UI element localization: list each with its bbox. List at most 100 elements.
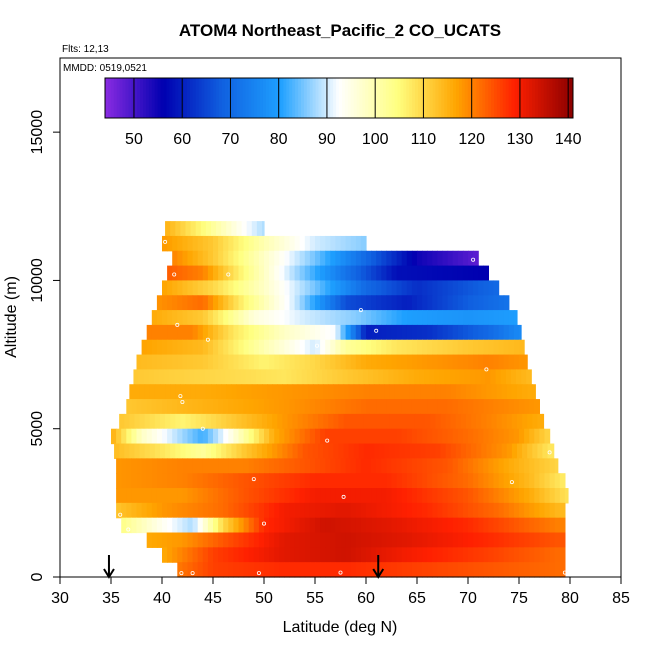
heatmap-cell <box>207 532 214 548</box>
heatmap-cell <box>371 280 377 296</box>
colorbar-swatch <box>213 78 217 118</box>
heatmap-cell <box>162 399 168 415</box>
heatmap-cell <box>129 413 136 430</box>
heatmap-cell <box>320 265 326 282</box>
heatmap-cell <box>508 354 515 370</box>
heatmap-cell <box>274 280 280 296</box>
heatmap-cell <box>432 354 438 370</box>
heatmap-cell <box>417 250 423 267</box>
heatmap-cell <box>136 473 143 489</box>
heatmap-cell <box>508 473 515 489</box>
colorbar: 50 60 70 80 90 100 110 120 130 140 <box>104 77 582 148</box>
heatmap-cell <box>202 310 209 326</box>
heatmap-cell <box>210 413 217 430</box>
heatmap-cell <box>394 413 401 430</box>
heatmap-cell <box>440 384 447 400</box>
heatmap-cell <box>457 532 464 548</box>
heatmap-cell <box>335 339 342 356</box>
heatmap-cell <box>554 532 561 548</box>
heatmap-cell <box>325 354 331 370</box>
heatmap-cell <box>197 295 204 311</box>
heatmap-cell <box>294 339 301 356</box>
heatmap-cell <box>325 532 331 548</box>
heatmap-cell <box>177 428 183 445</box>
heatmap-cell <box>294 547 301 563</box>
heatmap-cell <box>264 532 270 548</box>
heatmap-cell <box>386 354 393 370</box>
heatmap-cell <box>221 221 227 237</box>
heatmap-cell <box>373 369 379 385</box>
colorbar-tick-label: 130 <box>507 131 534 148</box>
heatmap-cell <box>187 324 194 341</box>
heatmap-cell <box>493 339 500 356</box>
y-tick-label: 15000 <box>29 110 46 155</box>
heatmap-cell <box>529 532 535 548</box>
heatmap-cell <box>498 473 505 489</box>
heatmap-cell <box>501 384 508 400</box>
heatmap-cell <box>315 399 321 415</box>
heatmap-cell <box>248 339 255 356</box>
heatmap-cell <box>146 339 153 356</box>
heatmap-cell <box>197 250 204 267</box>
heatmap-cell <box>248 502 255 519</box>
heatmap-cell <box>304 517 311 534</box>
heatmap-cell <box>401 354 408 370</box>
heatmap-cell <box>134 384 141 400</box>
heatmap-cell <box>187 265 194 282</box>
heatmap-cell <box>406 458 413 474</box>
heatmap-cell <box>386 458 393 474</box>
heatmap-cell <box>432 517 438 534</box>
heatmap-cell <box>340 532 347 548</box>
heatmap-cell <box>345 458 352 474</box>
heatmap-cell <box>345 280 352 296</box>
heatmap-cell <box>170 413 176 430</box>
colorbar-swatch <box>377 78 381 118</box>
heatmap-cell <box>442 473 449 489</box>
heatmap-cell <box>216 413 222 430</box>
heatmap-cell <box>238 532 245 548</box>
heatmap-cell <box>396 547 403 563</box>
heatmap-cell <box>422 339 428 356</box>
heatmap-cell <box>238 428 245 445</box>
colorbar-swatch <box>224 78 229 118</box>
heatmap-cell <box>355 280 362 296</box>
colorbar-swatch <box>265 78 270 118</box>
colorbar-swatch <box>450 78 454 118</box>
heatmap-cell <box>471 384 477 400</box>
heatmap-cell <box>379 384 385 400</box>
heatmap-cell <box>213 295 219 311</box>
heatmap-cell <box>384 413 391 430</box>
colorbar-tick-label: 120 <box>458 131 485 148</box>
heatmap-cell <box>223 339 229 356</box>
heatmap-cell <box>190 384 197 400</box>
heatmap-cell <box>427 354 433 370</box>
heatmap-cell <box>350 488 357 504</box>
heatmap-cell <box>269 339 275 356</box>
heatmap-cell <box>371 428 377 445</box>
heatmap-cell <box>503 324 510 341</box>
heatmap-cell <box>539 473 546 489</box>
heatmap-cell <box>386 250 393 267</box>
heatmap-cell <box>274 354 280 370</box>
heatmap-cell <box>437 339 444 356</box>
heatmap-cell <box>330 265 336 282</box>
heatmap-cell <box>177 473 183 489</box>
heatmap-cell <box>350 458 357 474</box>
colorbar-swatch <box>499 78 504 118</box>
heatmap-cell <box>363 413 370 430</box>
heatmap-cell <box>315 354 321 370</box>
heatmap-cell <box>325 339 331 356</box>
heatmap-cell <box>156 354 163 370</box>
heatmap-cell <box>225 369 231 385</box>
heatmap-cell <box>269 295 275 311</box>
heatmap-cell <box>358 443 365 459</box>
heatmap-cell <box>411 502 418 519</box>
heatmap-cell <box>172 280 178 296</box>
heatmap-cell <box>226 221 232 237</box>
heatmap-cell <box>304 562 311 578</box>
colorbar-swatch <box>248 78 252 118</box>
heatmap-cell <box>315 488 321 504</box>
heatmap-cell <box>287 413 294 430</box>
heatmap-cell <box>401 473 408 489</box>
colorbar-swatch <box>303 78 308 118</box>
